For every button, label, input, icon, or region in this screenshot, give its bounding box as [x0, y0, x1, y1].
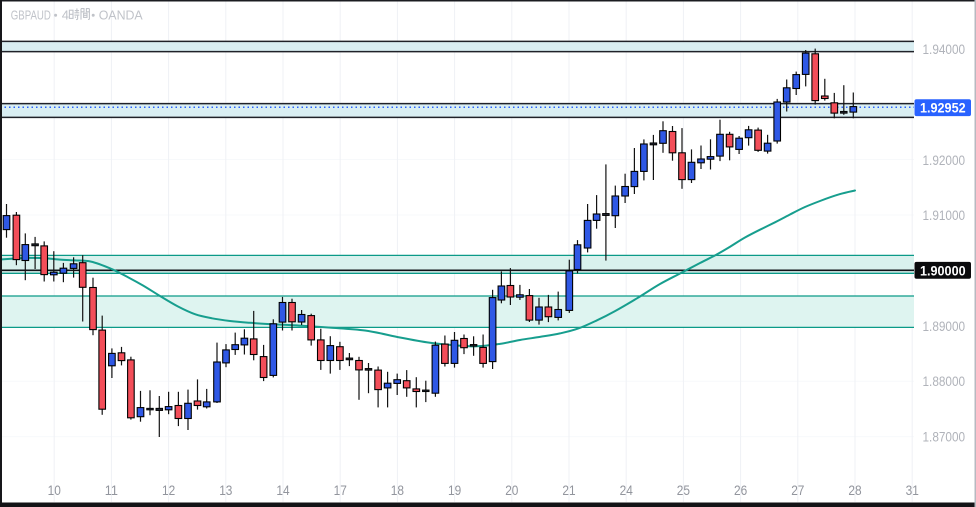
svg-text:12: 12	[162, 483, 175, 499]
svg-text:1.92952: 1.92952	[920, 101, 966, 116]
svg-text:24: 24	[620, 483, 633, 499]
svg-text:1.91000: 1.91000	[923, 207, 966, 223]
svg-text:26: 26	[734, 483, 747, 499]
svg-text:25: 25	[677, 483, 690, 499]
svg-text:17: 17	[334, 483, 347, 499]
svg-text:1.90000: 1.90000	[920, 263, 966, 278]
svg-text:1.87000: 1.87000	[923, 428, 966, 444]
svg-text:1.94000: 1.94000	[923, 41, 966, 57]
svg-text:OANDA: OANDA	[99, 8, 143, 23]
svg-text:13: 13	[219, 483, 232, 499]
svg-text:31: 31	[906, 483, 919, 499]
svg-text:19: 19	[448, 483, 461, 499]
svg-text:14: 14	[276, 483, 289, 499]
svg-text:GBPAUD: GBPAUD	[11, 8, 51, 23]
svg-text:21: 21	[562, 483, 575, 499]
svg-text:11: 11	[105, 483, 118, 499]
svg-text:1.89000: 1.89000	[923, 318, 966, 334]
svg-text:28: 28	[848, 483, 861, 499]
svg-text:10: 10	[48, 483, 61, 499]
svg-text:4: 4	[62, 8, 69, 23]
svg-text:18: 18	[391, 483, 404, 499]
svg-text:20: 20	[505, 483, 518, 499]
svg-text:27: 27	[791, 483, 804, 499]
svg-text:1.92000: 1.92000	[923, 152, 966, 168]
svg-text:1.88000: 1.88000	[923, 373, 966, 389]
